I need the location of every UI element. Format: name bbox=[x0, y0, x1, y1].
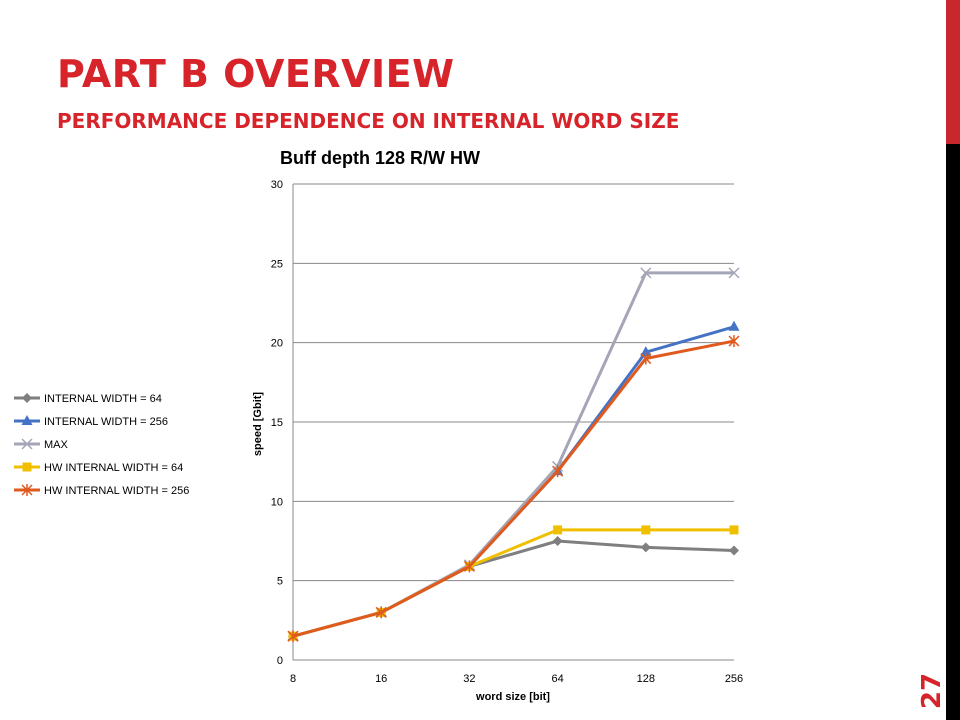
page-number: 27 bbox=[917, 672, 947, 710]
data-point bbox=[728, 335, 740, 348]
data-point bbox=[552, 465, 564, 478]
data-point bbox=[641, 525, 651, 535]
legend-item: INTERNAL WIDTH = 64 bbox=[14, 393, 162, 405]
data-point bbox=[21, 438, 33, 450]
data-point bbox=[463, 560, 475, 573]
legend-item: MAX bbox=[14, 438, 69, 451]
x-tick-label: 32 bbox=[463, 673, 475, 685]
chart-title: Buff depth 128 R/W HW bbox=[280, 148, 480, 168]
series-3 bbox=[287, 267, 740, 642]
data-point bbox=[728, 320, 740, 331]
y-tick-label: 25 bbox=[271, 258, 283, 270]
data-point bbox=[728, 267, 740, 279]
y-tick-label: 10 bbox=[271, 496, 283, 508]
data-point bbox=[22, 393, 32, 403]
legend-item: HW INTERNAL WIDTH = 64 bbox=[14, 462, 183, 474]
series-line bbox=[292, 339, 735, 638]
data-point bbox=[552, 536, 563, 546]
data-point bbox=[729, 545, 739, 556]
x-tick-label: 64 bbox=[551, 673, 563, 685]
x-tick-label: 128 bbox=[637, 673, 655, 685]
data-point bbox=[640, 542, 651, 553]
series-2 bbox=[287, 320, 740, 641]
x-tick-label: 16 bbox=[375, 673, 387, 685]
x-axis-label: word size [bit] bbox=[475, 691, 550, 703]
data-point bbox=[287, 630, 299, 643]
y-axis-label: speed [Gbit] bbox=[252, 392, 264, 457]
legend-item: HW INTERNAL WIDTH = 256 bbox=[14, 484, 189, 497]
legend-label: HW INTERNAL WIDTH = 64 bbox=[44, 462, 183, 474]
series-line bbox=[292, 539, 735, 638]
x-tick-label: 256 bbox=[725, 673, 743, 685]
data-point bbox=[640, 267, 652, 279]
data-point bbox=[729, 525, 739, 535]
legend-label: INTERNAL WIDTH = 256 bbox=[44, 416, 168, 428]
data-point bbox=[640, 346, 652, 357]
series-4 bbox=[288, 525, 739, 641]
data-point bbox=[21, 484, 33, 496]
data-point bbox=[553, 525, 563, 535]
y-tick-label: 30 bbox=[271, 179, 283, 191]
data-point bbox=[375, 606, 387, 619]
y-tick-label: 15 bbox=[271, 417, 283, 429]
data-point bbox=[21, 415, 33, 425]
chart-series bbox=[287, 267, 740, 643]
slide-title: PART B OVERVIEW bbox=[57, 52, 455, 96]
chart-gridlines bbox=[293, 183, 734, 661]
series-1 bbox=[288, 536, 739, 642]
data-point bbox=[640, 352, 652, 365]
legend-label: MAX bbox=[44, 439, 69, 451]
y-tick-label: 5 bbox=[277, 576, 283, 588]
chart-tick-labels: 0 5 10 15 20 25 30 8 16 32 64 128 256 bbox=[271, 179, 743, 685]
y-tick-label: 0 bbox=[277, 655, 283, 667]
series-line bbox=[292, 271, 734, 638]
chart-legend: INTERNAL WIDTH = 64 INTERNAL WIDTH = 256 M… bbox=[14, 393, 189, 497]
legend-label: HW INTERNAL WIDTH = 256 bbox=[44, 485, 189, 497]
side-bar bbox=[946, 0, 960, 720]
data-point bbox=[22, 462, 32, 472]
legend-label: INTERNAL WIDTH = 64 bbox=[44, 393, 162, 405]
series-line bbox=[292, 528, 734, 638]
series-5 bbox=[287, 335, 740, 643]
slide-subtitle: PERFORMANCE DEPENDENCE ON INTERNAL WORD … bbox=[57, 109, 680, 133]
side-accent-bar bbox=[946, 0, 960, 144]
series-line bbox=[292, 325, 735, 638]
y-tick-label: 20 bbox=[271, 338, 283, 350]
legend-item: INTERNAL WIDTH = 256 bbox=[14, 415, 168, 428]
x-tick-label: 8 bbox=[290, 673, 296, 685]
